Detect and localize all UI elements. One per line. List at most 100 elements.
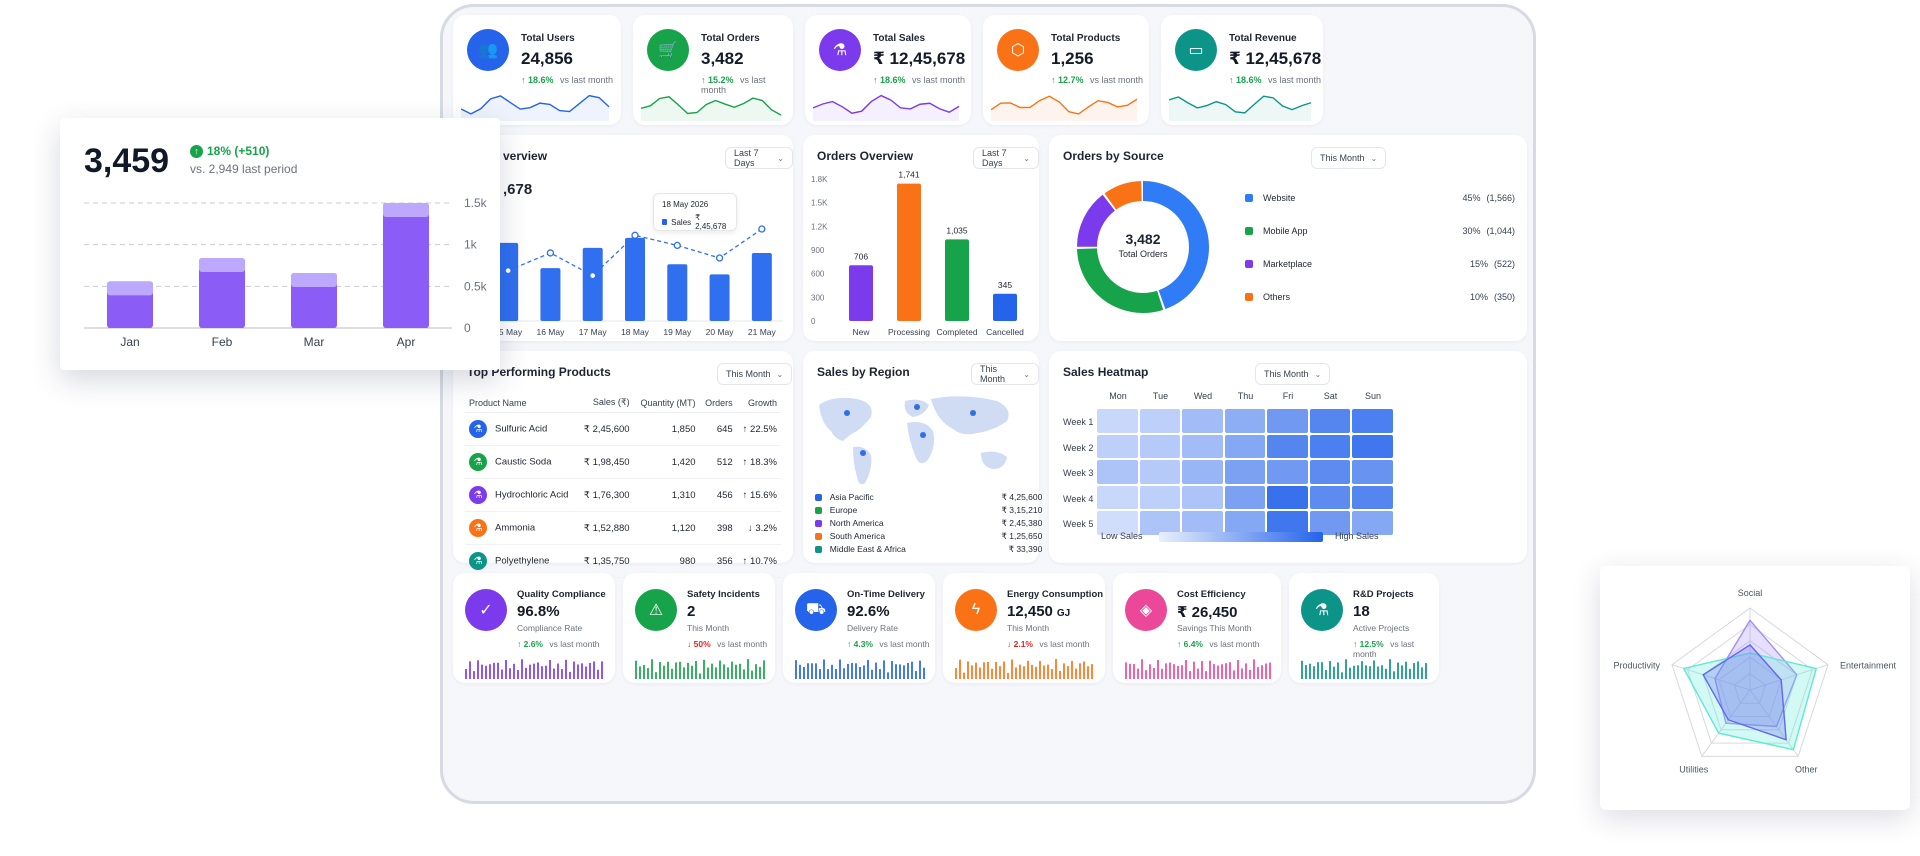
map-marker[interactable] [860, 450, 866, 456]
heatmap-cell[interactable] [1267, 511, 1308, 535]
mini-bar [711, 663, 713, 679]
heatmap-cell[interactable] [1139, 434, 1180, 458]
heatmap-day-label: Sat [1323, 391, 1338, 401]
map-marker[interactable] [844, 410, 850, 416]
bottom-kpi-change-suffix: vs last month [1207, 639, 1260, 649]
sales-by-region-title: Sales by Region [817, 365, 910, 379]
heatmap-cell[interactable] [1097, 434, 1138, 458]
bottom-kpi-subtitle: Delivery Rate [847, 623, 899, 633]
float-bar-feb [199, 258, 245, 328]
mini-bar [1353, 665, 1355, 679]
kpi-change-suffix: vs last month [1265, 75, 1322, 85]
float-bar-cap [107, 281, 153, 296]
sales-by-region-filter[interactable]: This Month ⌄ [971, 363, 1039, 385]
map-marker[interactable] [914, 404, 920, 410]
mini-bar [1425, 663, 1427, 679]
mini-bar [739, 663, 741, 679]
heatmap-cell[interactable] [1139, 511, 1180, 535]
product-growth: ↑ 10.7% [736, 544, 781, 578]
mini-bar [1063, 663, 1065, 679]
table-row[interactable]: ⚗ Hydrochloric Acid ₹ 1,76,300 1,310 456 ↑ 15… [465, 478, 781, 512]
legend-item[interactable]: Others 10% (350) [1245, 292, 1515, 302]
mini-bar [485, 665, 487, 679]
mini-bar [647, 668, 649, 679]
heatmap-cell[interactable] [1139, 460, 1180, 484]
heatmap-cell[interactable] [1224, 434, 1265, 458]
mini-bar [509, 668, 511, 679]
heatmap-cell[interactable] [1309, 460, 1350, 484]
kpi-change: ↑ 18.6% vs last month [873, 75, 965, 85]
heatmap-cell[interactable] [1139, 409, 1180, 433]
region-row[interactable]: Middle East & Africa₹ 33,3905.2% [815, 541, 1081, 557]
heatmap-cell[interactable] [1309, 511, 1350, 535]
heatmap-cell[interactable] [1224, 511, 1265, 535]
legend-item[interactable]: Mobile App 30% (1,044) [1245, 226, 1515, 236]
product-sales: ₹ 2,45,600 [577, 412, 634, 446]
bottom-kpi-title: On-Time Delivery [847, 589, 925, 600]
mini-bar [1329, 661, 1331, 679]
mini-bar [1027, 660, 1029, 679]
heatmap-cell[interactable] [1097, 409, 1138, 433]
heatmap-cell[interactable] [1182, 511, 1223, 535]
mini-bar [915, 670, 917, 679]
heatmap-cell[interactable] [1097, 511, 1138, 535]
heatmap-cell[interactable] [1224, 409, 1265, 433]
sales-tooltip: 18 May 2026 Sales ₹ 2,45,678 [653, 193, 737, 231]
table-row[interactable]: ⚗ Polyethylene ₹ 1,35,750 980 356 ↑ 10.7% [465, 544, 781, 578]
kpi-value: ₹ 12,45,678 [873, 49, 966, 68]
orders-overview-filter[interactable]: Last 7 Days ⌄ [973, 147, 1039, 169]
heatmap-cell[interactable] [1097, 485, 1138, 509]
legend-item[interactable]: Website 45% (1,566) [1245, 193, 1515, 203]
heatmap-cell[interactable] [1267, 409, 1308, 433]
top-products-filter[interactable]: This Month ⌄ [717, 363, 793, 385]
heatmap-cell[interactable] [1267, 460, 1308, 484]
mini-bar [1153, 667, 1155, 679]
legend-item[interactable]: Marketplace 15% (522) [1245, 259, 1515, 269]
heatmap-cell[interactable] [1097, 460, 1138, 484]
sales-heatmap-filter[interactable]: This Month ⌄ [1255, 363, 1331, 385]
heatmap-cell[interactable] [1182, 409, 1223, 433]
map-marker[interactable] [920, 432, 926, 438]
heatmap-cell[interactable] [1309, 409, 1350, 433]
heatmap-cell[interactable] [1352, 485, 1393, 509]
product-name-cell: ⚗ Sulfuric Acid [465, 412, 578, 446]
heatmap-cell[interactable] [1309, 485, 1350, 509]
heatmap-cell[interactable] [1224, 460, 1265, 484]
sales-overview-filter[interactable]: Last 7 Days ⌄ [725, 147, 793, 169]
mini-bar [719, 660, 721, 679]
region-value: ₹ 2,45,380 [1001, 517, 1043, 528]
heatmap-cell[interactable] [1182, 485, 1223, 509]
heatmap-cell[interactable] [1182, 434, 1223, 458]
y-tick-label: 1.2K [811, 222, 828, 231]
heatmap-cell[interactable] [1139, 485, 1180, 509]
mini-bar [597, 669, 599, 679]
radar-series [1702, 643, 1787, 741]
heatmap-cell[interactable] [1352, 409, 1393, 433]
heatmap-cell[interactable] [1267, 485, 1308, 509]
cart-icon: 🛒 [647, 29, 689, 71]
table-row[interactable]: ⚗ Sulfuric Acid ₹ 2,45,600 1,850 645 ↑ 22.5% [465, 412, 781, 446]
heatmap-cell[interactable] [1352, 460, 1393, 484]
sales-bar [498, 242, 519, 321]
heatmap-cell[interactable] [1224, 485, 1265, 509]
mini-bar [839, 659, 841, 679]
orders-donut-chart [1077, 181, 1209, 313]
heatmap-cell[interactable] [1352, 511, 1393, 535]
heatmap-cell[interactable] [1182, 460, 1223, 484]
mini-bar [843, 668, 845, 679]
kpi-value: 24,856 [521, 49, 573, 68]
heatmap-cell[interactable] [1309, 434, 1350, 458]
heatmap-cell[interactable] [1267, 434, 1308, 458]
mini-bar [955, 668, 957, 679]
product-growth: ↑ 22.5% [736, 412, 781, 446]
heatmap-cell[interactable] [1352, 434, 1393, 458]
x-tick-label: New [852, 327, 870, 337]
mini-bar [695, 660, 697, 679]
table-row[interactable]: ⚗ Ammonia ₹ 1,52,880 1,120 398 ↓ 3.2% [465, 511, 781, 545]
orders-by-source-filter[interactable]: This Month ⌄ [1311, 147, 1387, 169]
mini-bar [1313, 666, 1315, 679]
mini-bar [1369, 666, 1371, 679]
bottom-kpi-minibars [465, 659, 603, 679]
map-marker[interactable] [970, 410, 976, 416]
table-row[interactable]: ⚗ Caustic Soda ₹ 1,98,450 1,420 512 ↑ 18.3% [465, 445, 781, 479]
